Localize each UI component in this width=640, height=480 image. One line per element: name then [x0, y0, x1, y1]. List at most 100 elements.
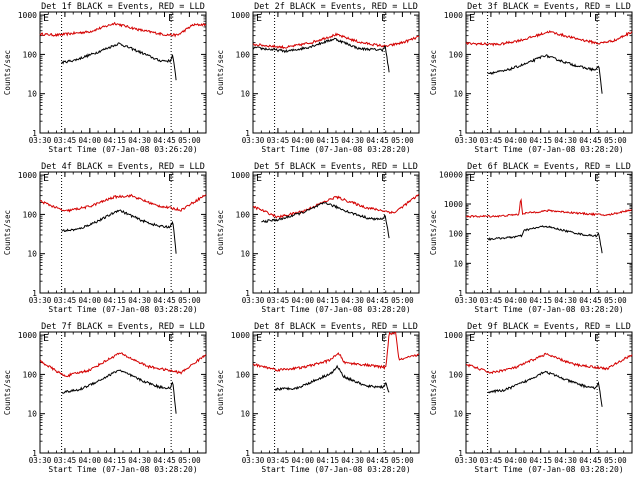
- x-tick-label: 05:00: [178, 296, 201, 305]
- x-tick-label: 04:30: [341, 136, 364, 145]
- y-tick-label: 10: [453, 410, 463, 419]
- x-tick-label: 04:30: [128, 456, 151, 465]
- x-tick-label: 03:45: [267, 136, 290, 145]
- x-axis-label: Start Time (07-Jan-08 03:28:20): [474, 145, 623, 154]
- y-tick-label: 1000: [18, 331, 37, 340]
- events-series-line: [61, 209, 177, 254]
- marker-label: E: [168, 173, 174, 184]
- panel-4: Det 4f BLACK = Events, RED = LLD Counts/s…: [3, 162, 207, 314]
- y-tick-label: 10: [27, 90, 37, 99]
- x-axis-label: Start Time (07-Jan-08 03:26:20): [48, 145, 197, 154]
- y-tick-label: 1: [245, 129, 250, 138]
- y-tick-label: 1000: [231, 331, 250, 340]
- marker-label: E: [469, 173, 475, 184]
- marker-label: E: [594, 333, 600, 344]
- y-axis-label: Counts/sec: [216, 370, 225, 415]
- x-tick-label: 03:30: [455, 296, 478, 305]
- x-tick-label: 05:00: [604, 296, 627, 305]
- y-tick-label: 1: [458, 449, 463, 458]
- y-tick-label: 1: [245, 289, 250, 298]
- marker-label: E: [469, 13, 475, 24]
- y-tick-label: 100: [23, 210, 38, 219]
- marker-label: E: [381, 13, 387, 24]
- panel-1: Det 1f BLACK = Events, RED = LLD Counts/s…: [3, 2, 207, 154]
- marker-label: E: [168, 13, 174, 24]
- lld-series-line: [252, 32, 420, 50]
- plot-frame: [39, 171, 207, 294]
- x-tick-label: 03:30: [29, 136, 52, 145]
- x-axis-label: Start Time (07-Jan-08 03:28:20): [48, 305, 197, 314]
- x-tick-label: 05:00: [391, 296, 414, 305]
- marker-label: E: [256, 173, 262, 184]
- y-axis-label: Counts/sec: [429, 50, 438, 95]
- x-tick-label: 04:45: [153, 136, 176, 145]
- y-tick-label: 1000: [444, 200, 463, 209]
- x-tick-label: 05:00: [178, 456, 201, 465]
- x-tick-label: 04:30: [341, 296, 364, 305]
- x-tick-label: 04:45: [153, 456, 176, 465]
- y-tick-label: 100: [449, 230, 464, 239]
- marker-label: E: [256, 333, 262, 344]
- events-series-line: [274, 364, 390, 393]
- x-tick-label: 03:45: [54, 456, 77, 465]
- x-tick-label: 04:30: [128, 296, 151, 305]
- panel-title: Det 2f BLACK = Events, RED = LLD: [254, 2, 418, 12]
- x-tick-label: 04:30: [554, 456, 577, 465]
- x-tick-label: 04:15: [529, 136, 552, 145]
- lld-series-line: [465, 352, 633, 375]
- y-axis-label: Counts/sec: [3, 50, 12, 95]
- y-tick-label: 100: [449, 370, 464, 379]
- y-axis-label: Counts/sec: [429, 210, 438, 255]
- x-tick-label: 05:00: [604, 136, 627, 145]
- x-tick-label: 04:15: [316, 296, 339, 305]
- x-tick-label: 03:45: [480, 456, 503, 465]
- x-tick-label: 04:15: [316, 456, 339, 465]
- x-tick-label: 04:00: [292, 136, 315, 145]
- plot-frame: [252, 11, 420, 134]
- lld-series-line: [465, 197, 633, 219]
- y-tick-label: 10: [453, 90, 463, 99]
- events-series-line: [252, 37, 390, 73]
- plot-frame: [252, 171, 420, 294]
- x-tick-label: 03:45: [480, 296, 503, 305]
- x-tick-label: 04:00: [505, 136, 528, 145]
- y-tick-label: 100: [236, 50, 251, 59]
- panel-title: Det 1f BLACK = Events, RED = LLD: [41, 2, 205, 12]
- x-tick-label: 04:15: [103, 296, 126, 305]
- y-tick-label: 10000: [439, 170, 463, 179]
- y-tick-label: 100: [23, 370, 38, 379]
- plot-frame: [465, 171, 633, 294]
- x-tick-label: 04:15: [103, 456, 126, 465]
- x-tick-label: 03:30: [455, 456, 478, 465]
- lld-series-line: [252, 331, 420, 373]
- x-tick-label: 05:00: [604, 456, 627, 465]
- panel-2: Det 2f BLACK = Events, RED = LLD Counts/s…: [216, 2, 420, 154]
- x-axis-label: Start Time (07-Jan-08 03:28:20): [474, 305, 623, 314]
- x-axis-label: Start Time (07-Jan-08 03:28:20): [261, 465, 410, 474]
- x-tick-label: 04:30: [341, 456, 364, 465]
- x-tick-label: 04:45: [579, 136, 602, 145]
- marker-label: E: [594, 13, 600, 24]
- x-tick-label: 04:00: [292, 296, 315, 305]
- marker-label: E: [594, 173, 600, 184]
- y-tick-label: 100: [236, 370, 251, 379]
- y-tick-label: 1000: [18, 11, 37, 20]
- x-tick-label: 03:30: [29, 456, 52, 465]
- panel-title: Det 9f BLACK = Events, RED = LLD: [467, 322, 631, 332]
- lld-series-line: [39, 352, 207, 378]
- x-tick-label: 04:30: [554, 136, 577, 145]
- panel-7: Det 7f BLACK = Events, RED = LLD Counts/s…: [3, 322, 207, 474]
- marker-label: E: [43, 333, 49, 344]
- marker-label: E: [381, 173, 387, 184]
- x-tick-label: 04:00: [505, 456, 528, 465]
- x-tick-label: 03:45: [267, 296, 290, 305]
- x-tick-label: 04:00: [79, 136, 102, 145]
- events-series-line: [261, 201, 390, 239]
- y-tick-label: 10: [27, 250, 37, 259]
- y-axis-label: Counts/sec: [216, 50, 225, 95]
- y-tick-label: 1000: [231, 171, 250, 180]
- marker-label: E: [381, 333, 387, 344]
- x-tick-label: 04:00: [79, 456, 102, 465]
- x-tick-label: 04:45: [153, 296, 176, 305]
